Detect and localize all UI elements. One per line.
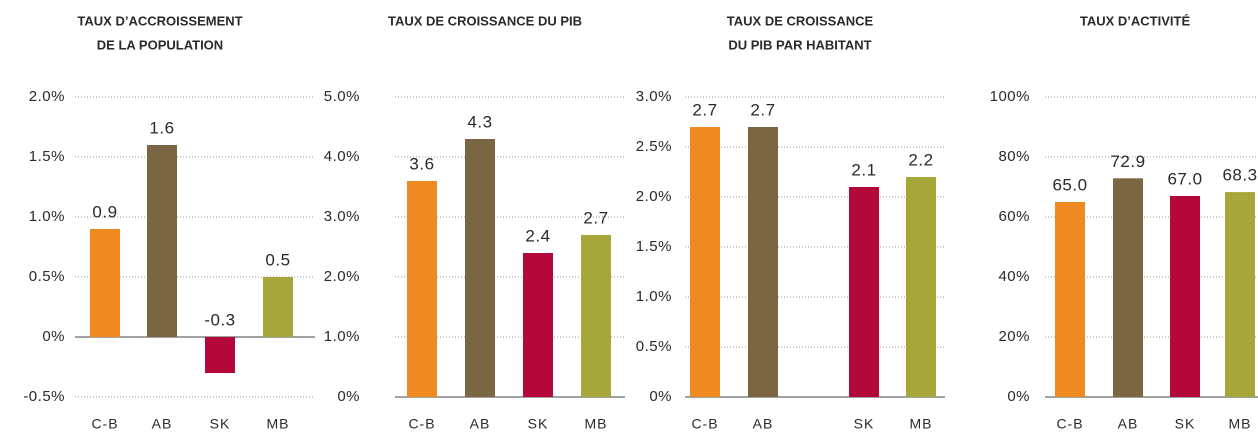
y-tick-label: 1.0% [29,208,65,225]
value-label: 4.3 [467,112,492,131]
x-tick-label: C-B [1056,416,1083,432]
x-tick-label: AB [753,416,774,432]
chart-title: TAUX D’ACCROISSEMENT [77,13,242,28]
x-tick-label: MB [585,416,608,432]
bar [263,277,293,337]
value-label: 65.0 [1052,175,1087,194]
chart-title: DU PIB PAR HABITANT [728,37,871,52]
x-tick-label: SK [854,416,875,432]
value-label: 2.2 [908,150,933,169]
y-tick-label: 1.5% [636,238,672,255]
y-tick-label: -0.5% [23,388,65,405]
value-label: 2.7 [692,100,717,119]
x-tick-label: SK [528,416,549,432]
y-tick-label: 5.0% [324,88,360,105]
value-label: 3.6 [409,154,434,173]
bar [1170,196,1200,397]
bar [523,253,553,397]
bar [465,139,495,397]
x-tick-label: SK [1175,416,1196,432]
bar [581,235,611,397]
bar [205,337,235,373]
value-label: 0.9 [92,202,117,221]
value-label: 72.9 [1110,152,1145,171]
value-label: 0.5 [265,250,290,269]
y-tick-label: 4.0% [324,148,360,165]
x-tick-label: AB [152,416,173,432]
x-tick-label: MB [1229,416,1252,432]
bar [407,181,437,397]
x-tick-label: C-B [408,416,435,432]
y-tick-label: 2.0% [636,188,672,205]
y-tick-label: 20% [998,328,1030,345]
value-label: 2.4 [525,226,550,245]
y-tick-label: 3.0% [324,208,360,225]
y-tick-label: 60% [998,208,1030,225]
value-label: 67.0 [1167,169,1202,188]
bar [906,177,936,397]
bar [90,229,120,337]
value-label: 68.3 [1222,166,1257,185]
y-tick-label: 1.0% [324,328,360,345]
y-tick-label: 2.0% [29,88,65,105]
bar [849,187,879,397]
value-label: 2.1 [851,160,876,179]
x-tick-label: C-B [691,416,718,432]
y-tick-label: 1.0% [636,288,672,305]
x-tick-label: MB [910,416,933,432]
y-tick-label: 80% [998,148,1030,165]
y-tick-label: 3.0% [636,88,672,105]
bar [1113,178,1143,397]
x-tick-label: AB [1118,416,1139,432]
y-tick-label: 1.5% [29,148,65,165]
bar [690,127,720,397]
value-label: 1.6 [149,118,174,137]
y-tick-label: 0.5% [29,268,65,285]
y-tick-label: 2.5% [636,138,672,155]
y-tick-label: 0% [337,388,360,405]
y-tick-label: 0.5% [636,338,672,355]
y-tick-label: 100% [990,88,1030,105]
bar [1225,192,1255,397]
y-tick-label: 0% [42,328,65,345]
chart-title: TAUX DE CROISSANCE [727,13,874,28]
value-label: 2.7 [750,100,775,119]
chart-title: TAUX DE CROISSANCE DU PIB [388,13,582,28]
y-tick-label: 40% [998,268,1030,285]
y-tick-label: 2.0% [324,268,360,285]
bar [748,127,778,397]
x-tick-label: SK [210,416,231,432]
bar [1055,202,1085,397]
chart-title: TAUX D’ACTIVITÉ [1080,13,1191,28]
x-tick-label: MB [267,416,290,432]
bar [147,145,177,337]
x-tick-label: AB [470,416,491,432]
y-tick-label: 0% [1007,388,1030,405]
y-tick-label: 0% [649,388,672,405]
x-tick-label: C-B [91,416,118,432]
value-label: 2.7 [583,208,608,227]
value-label: -0.3 [204,310,235,329]
chart-title: DE LA POPULATION [97,37,223,52]
